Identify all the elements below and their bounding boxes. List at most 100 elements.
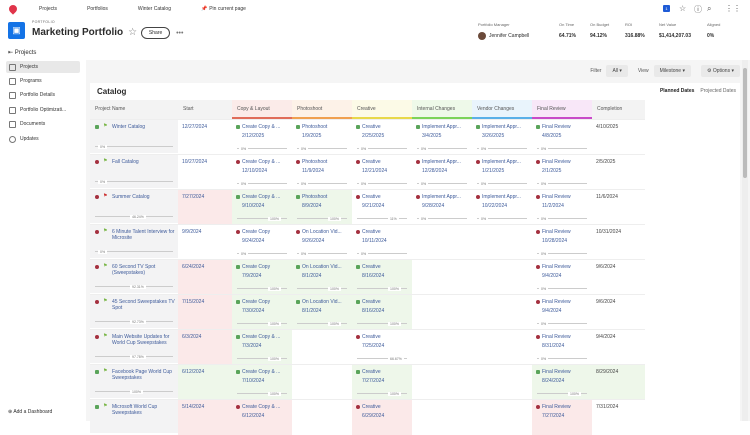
milestone-cell[interactable]: Create Copy & ... 7/3/2024 100% [232, 330, 292, 365]
milestone-name[interactable]: On Location Vid... [302, 264, 342, 270]
sidebar-item-updates[interactable]: Updates [6, 133, 80, 145]
sidebar-item-portfolio-details[interactable]: Portfolio Details [6, 89, 80, 101]
milestone-name[interactable]: Create Copy [242, 299, 271, 305]
column-header[interactable]: Internal Changes [412, 100, 472, 119]
milestone-name[interactable]: Creative [362, 369, 381, 375]
column-header[interactable]: Completion [592, 100, 645, 119]
milestone-name[interactable]: Implement Appr... [482, 159, 521, 165]
project-link[interactable]: Fall Catalog [112, 159, 139, 165]
milestone-name[interactable]: Creative [362, 299, 381, 305]
milestone-cell[interactable]: Creative 8/16/2024 100% [352, 260, 412, 295]
milestone-cell[interactable]: Creative 7/27/2024 100% [352, 365, 412, 400]
column-header[interactable]: Photoshoot [292, 100, 352, 119]
column-header[interactable]: Vendor Changes [472, 100, 532, 119]
nav-winter-catalog[interactable]: Winter Catalog [137, 6, 171, 12]
view-dropdown[interactable]: Milestone ▾ [653, 65, 691, 77]
milestone-cell[interactable]: Final Review 8/31/2024 0% [532, 330, 592, 365]
stat-value-manager[interactable]: Jennifer Campbell [489, 33, 530, 39]
milestone-cell[interactable]: Creative 2/25/2025 0% [352, 120, 412, 155]
apps-grid-icon[interactable]: ⋮⋮ [725, 4, 741, 13]
milestone-name[interactable]: Create Copy & ... [242, 404, 281, 410]
milestone-name[interactable]: Final Review [542, 264, 571, 270]
project-link[interactable]: Summer Catalog [112, 194, 150, 200]
milestone-name[interactable]: Create Copy [242, 264, 271, 270]
milestone-cell[interactable]: Final Review 2/1/2025 0% [532, 155, 592, 190]
milestone-cell[interactable]: Creative 9/21/2024 11% [352, 190, 412, 225]
milestone-cell[interactable]: Creative 12/21/2024 0% [352, 155, 412, 190]
milestone-name[interactable]: Final Review [542, 299, 571, 305]
milestone-name[interactable]: On Location Vid... [302, 299, 342, 305]
filter-dropdown[interactable]: All ▾ [606, 65, 628, 77]
milestone-cell[interactable]: On Location Vid... 9/26/2024 0% [292, 225, 352, 260]
milestone-cell[interactable]: Creative 8/16/2024 100% [352, 295, 412, 330]
milestone-cell[interactable]: Implement Appr... 12/28/2024 0% [412, 155, 472, 190]
milestone-cell[interactable]: Final Review 10/28/2024 0% [532, 225, 592, 260]
milestone-cell[interactable]: Photoshoot 11/9/2024 0% [292, 155, 352, 190]
milestone-name[interactable]: Creative [362, 334, 381, 340]
project-link[interactable]: 45 Second Sweepstakes TV Spot [112, 299, 175, 311]
milestone-cell[interactable]: Create Copy 7/9/2024 100% [232, 260, 292, 295]
milestone-cell[interactable]: Creative 10/11/2024 0% [352, 225, 412, 260]
milestone-name[interactable]: Create Copy & ... [242, 194, 281, 200]
milestone-name[interactable]: Final Review [542, 124, 571, 130]
tab-planned-dates[interactable]: Planned Dates [659, 88, 695, 94]
nav-projects[interactable]: Projects [39, 6, 58, 12]
milestone-cell[interactable]: Creative 7/25/2024 66.67% [352, 330, 412, 365]
help-icon[interactable]: ⓘ [694, 5, 702, 14]
milestone-name[interactable]: Implement Appr... [482, 194, 521, 200]
milestone-cell[interactable]: Final Review 4/8/2025 0% [532, 120, 592, 155]
milestone-cell[interactable]: Create Copy 9/24/2024 0% [232, 225, 292, 260]
project-link[interactable]: 60 Second TV Spot (Sweepstakes) [112, 264, 156, 276]
milestone-cell[interactable]: Create Copy & ... 2/12/2025 0% [232, 120, 292, 155]
milestone-name[interactable]: Implement Appr... [422, 124, 461, 130]
milestone-cell[interactable]: Create Copy & ... 9/10/2024 100% [232, 190, 292, 225]
column-header[interactable]: Project Name [90, 100, 178, 119]
milestone-name[interactable]: Implement Appr... [482, 124, 521, 130]
project-link[interactable]: 6 Minute Talent Interview for Microsite [112, 229, 175, 241]
milestone-cell[interactable]: Create Copy & ... 12/10/2024 0% [232, 155, 292, 190]
milestone-cell[interactable]: Implement Appr... 3/4/2025 0% [412, 120, 472, 155]
milestone-cell[interactable]: Final Review 11/2/2024 0% [532, 190, 592, 225]
milestone-cell[interactable]: On Location Vid... 8/1/2024 100% [292, 260, 352, 295]
milestone-cell[interactable]: Implement Appr... 3/26/2025 0% [472, 120, 532, 155]
milestone-name[interactable]: Creative [362, 194, 381, 200]
milestone-name[interactable]: Creative [362, 404, 381, 410]
search-icon[interactable]: ⌕ [707, 4, 712, 13]
milestone-name[interactable]: Creative [362, 229, 381, 235]
sidebar-item-programs[interactable]: Programs [6, 75, 80, 87]
share-button[interactable]: Share [141, 27, 171, 39]
pin-icon[interactable]: 📌 [200, 6, 208, 12]
milestone-name[interactable]: Create Copy & ... [242, 159, 281, 165]
nav-portfolios[interactable]: Portfolios [87, 6, 108, 12]
milestone-name[interactable]: Final Review [542, 404, 571, 410]
column-header[interactable]: Creative [352, 100, 412, 119]
milestone-name[interactable]: Create Copy & ... [242, 334, 281, 340]
milestone-cell[interactable]: Create Copy & ... 6/12/2024 [232, 400, 292, 435]
milestone-name[interactable]: Creative [362, 159, 381, 165]
star-icon[interactable]: ☆ [679, 4, 687, 13]
sidebar-item-projects[interactable]: Projects [6, 61, 80, 73]
milestone-name[interactable]: On Location Vid... [302, 229, 342, 235]
more-options-icon[interactable]: ••• [176, 29, 184, 37]
milestone-name[interactable]: Photoshoot [302, 124, 328, 130]
tab-projected-dates[interactable]: Projected Dates [700, 88, 736, 94]
milestone-cell[interactable]: Final Review 8/24/2024 100% [532, 365, 592, 400]
project-link[interactable]: Winter Catalog [112, 124, 146, 130]
column-header[interactable]: Final Review [532, 100, 592, 119]
milestone-cell[interactable]: Implement Appr... 9/28/2024 0% [412, 190, 472, 225]
app-logo[interactable] [7, 3, 19, 15]
pin-current-page[interactable]: Pin current page [209, 6, 246, 12]
notification-badge[interactable]: 1 [663, 5, 670, 12]
milestone-name[interactable]: Creative [362, 124, 381, 130]
milestone-name[interactable]: Creative [362, 264, 381, 270]
project-link[interactable]: Facebook Page World Cup Sweepstakes [112, 369, 172, 381]
milestone-cell[interactable]: Create Copy 7/30/2024 100% [232, 295, 292, 330]
options-dropdown[interactable]: ⚙ Options ▾ [700, 65, 740, 77]
milestone-name[interactable]: Final Review [542, 159, 571, 165]
milestone-name[interactable]: Create Copy & ... [242, 369, 281, 375]
sidebar-item-portfolio-optimizer[interactable]: Portfolio Optimizati... [6, 104, 80, 116]
milestone-cell[interactable]: On Location Vid... 8/1/2024 100% [292, 295, 352, 330]
project-link[interactable]: Main Website Updates for World Cup Sweep… [112, 334, 170, 346]
milestone-name[interactable]: Create Copy & ... [242, 124, 281, 130]
column-header[interactable]: Copy & Layout [232, 100, 292, 119]
